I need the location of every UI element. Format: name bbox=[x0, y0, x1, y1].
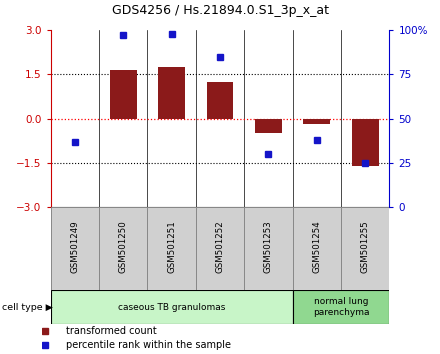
Text: percentile rank within the sample: percentile rank within the sample bbox=[66, 340, 231, 350]
Text: GSM501250: GSM501250 bbox=[119, 221, 128, 273]
Bar bbox=[293, 207, 341, 290]
Text: normal lung
parenchyma: normal lung parenchyma bbox=[313, 297, 369, 317]
Bar bbox=[352, 119, 378, 166]
Bar bbox=[207, 82, 233, 119]
Bar bbox=[293, 290, 389, 324]
Text: GSM501251: GSM501251 bbox=[167, 221, 176, 273]
Text: transformed count: transformed count bbox=[66, 326, 157, 336]
Text: GSM501254: GSM501254 bbox=[312, 221, 321, 273]
Text: caseous TB granulomas: caseous TB granulomas bbox=[118, 303, 225, 312]
Bar bbox=[196, 207, 244, 290]
Text: GSM501252: GSM501252 bbox=[216, 221, 224, 273]
Bar bbox=[147, 207, 196, 290]
Bar bbox=[304, 119, 330, 125]
Text: GSM501255: GSM501255 bbox=[361, 221, 370, 273]
Bar bbox=[255, 119, 282, 133]
Bar bbox=[51, 207, 99, 290]
Bar bbox=[244, 207, 293, 290]
Bar bbox=[99, 207, 147, 290]
Bar bbox=[341, 207, 389, 290]
Bar bbox=[158, 67, 185, 119]
Text: GDS4256 / Hs.21894.0.S1_3p_x_at: GDS4256 / Hs.21894.0.S1_3p_x_at bbox=[111, 4, 329, 17]
Text: GSM501253: GSM501253 bbox=[264, 221, 273, 273]
Bar bbox=[110, 70, 136, 119]
Bar bbox=[51, 290, 293, 324]
Text: cell type ▶: cell type ▶ bbox=[2, 303, 53, 312]
Text: GSM501249: GSM501249 bbox=[70, 221, 79, 273]
